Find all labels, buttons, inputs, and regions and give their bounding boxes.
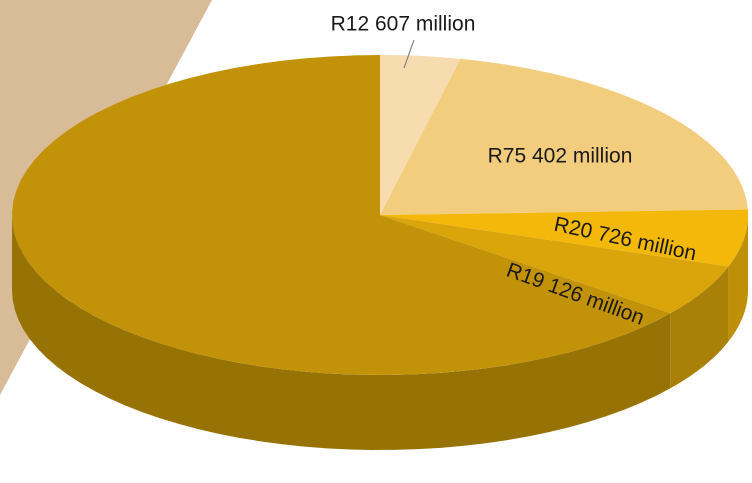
pie-slice	[380, 58, 748, 216]
pie-side	[670, 266, 729, 389]
pie-slice	[380, 215, 729, 314]
data-label: R75 402 million	[488, 145, 633, 168]
pie-slice	[12, 55, 671, 375]
pie-slice	[380, 55, 461, 215]
leader-line	[403, 39, 415, 69]
pie	[12, 55, 748, 450]
pie-side	[728, 215, 748, 342]
pie-side	[12, 215, 671, 450]
pie-slice	[380, 209, 748, 267]
data-label: R12 607 million	[331, 13, 476, 36]
